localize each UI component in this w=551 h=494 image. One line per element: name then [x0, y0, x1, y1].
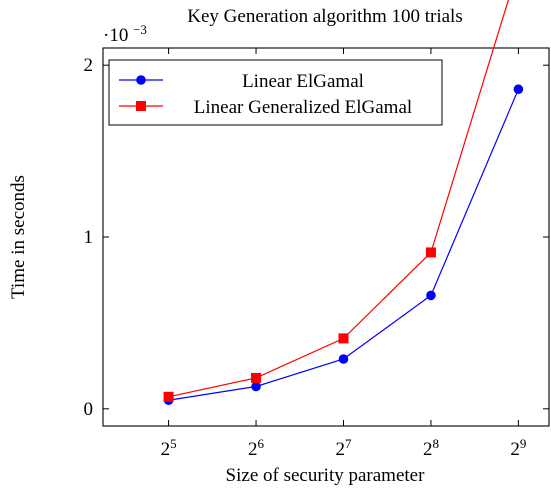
- y-scale-base: ·10: [103, 25, 128, 46]
- series-1-point-2: [338, 333, 349, 344]
- y-tick-label-2: 2: [84, 55, 94, 76]
- x-tick-label-exp-0: 5: [170, 436, 177, 451]
- series-1-point-0: [163, 391, 174, 402]
- legend-label-0: Linear ElGamal: [242, 71, 364, 92]
- x-tick-label-exp-2: 7: [345, 436, 352, 451]
- series-0-point-2: [338, 354, 349, 364]
- x-tick-label-base-0: 2: [161, 439, 171, 460]
- x-tick-label-exp-1: 6: [258, 436, 265, 451]
- series-1-point-1: [251, 372, 262, 383]
- x-tick-label-base-2: 2: [335, 439, 345, 460]
- legend-box: [108, 59, 443, 126]
- y-scale-exponent: −3: [133, 22, 147, 37]
- x-tick-label-exp-3: 8: [432, 436, 439, 451]
- x-tick-label-base-4: 2: [510, 439, 520, 460]
- x-tick-label-base-3: 2: [423, 439, 433, 460]
- y-axis-label: Time in seconds: [8, 175, 29, 299]
- series-0-point-4: [513, 84, 524, 95]
- series-0-point-1: [251, 381, 261, 392]
- series-1-point-3: [425, 247, 436, 258]
- x-tick-label-exp-4: 9: [520, 436, 527, 451]
- legend-label-1: Linear Generalized ElGamal: [194, 97, 412, 118]
- chart-title: Key Generation algorithm 100 trials: [187, 6, 462, 27]
- x-tick-label-base-1: 2: [248, 439, 258, 460]
- x-axis-label: Size of security parameter: [226, 465, 426, 486]
- y-tick-label-1: 1: [84, 227, 94, 248]
- legend-marker-1: [136, 101, 146, 111]
- series-layer: [163, 0, 524, 406]
- y-tick-label-0: 0: [84, 399, 94, 420]
- legend: Linear ElGamal Linear Generalized ElGamal: [108, 59, 443, 126]
- legend-marker-0: [136, 75, 146, 85]
- series-0-point-3: [426, 290, 436, 301]
- x-tick-label-4: 29: [510, 436, 526, 461]
- x-tick-label-1: 26: [248, 436, 265, 461]
- x-tick-label-3: 28: [423, 436, 439, 461]
- x-tick-label-0: 25: [161, 436, 177, 461]
- series-line-0: [168, 89, 519, 401]
- y-scale-label: ·10 −3: [103, 22, 147, 47]
- x-tick-label-2: 27: [335, 436, 352, 461]
